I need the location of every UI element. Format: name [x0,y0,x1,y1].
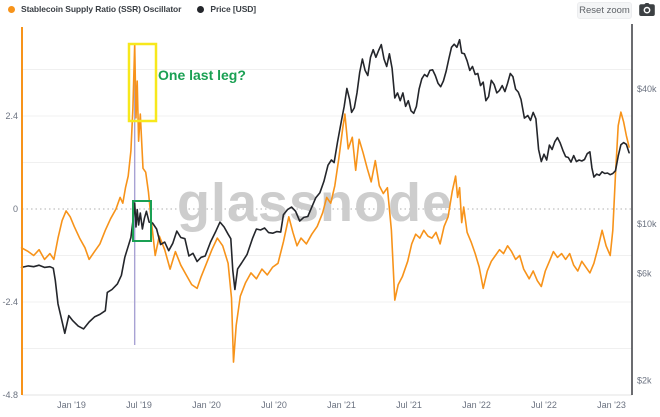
x-axis-tick: Jul '21 [396,400,422,410]
green-highlight-box [132,200,152,242]
x-axis-tick: Jan '22 [462,400,491,410]
legend-item-price[interactable]: Price [USD] [197,4,256,14]
x-axis-tick: Jan '20 [192,400,221,410]
legend-label-price: Price [USD] [210,4,257,14]
chart-legend: Stablecoin Supply Ratio (SSR) Oscillator… [8,4,256,14]
price-series-dot-icon [197,5,205,13]
x-axis-tick: Jul '19 [126,400,152,410]
y-axis-tick-left: -4.8 [2,390,18,400]
x-axis-tick: Jul '22 [531,400,557,410]
x-axis-tick: Jan '19 [57,400,86,410]
y-axis-tick-right: $40k [637,84,657,94]
y-axis-tick-left: 2.4 [5,111,18,121]
y-axis-tick-left: -2.4 [2,297,18,307]
camera-button[interactable] [638,2,655,16]
price-line [20,38,630,335]
gridlines [22,69,632,396]
y-axis-tick-right: $10k [637,219,657,229]
legend-item-ssr-oscillator[interactable]: Stablecoin Supply Ratio (SSR) Oscillator [8,4,181,14]
y-axis-tick-left: 0 [13,204,18,214]
x-axis-tick: Jan '21 [327,400,356,410]
annotation-one-last-leg: One last leg? [158,67,246,83]
y-axis-tick-right: $2k [637,376,652,386]
ssr-series-dot-icon [8,5,15,13]
ssr-oscillator-line [20,43,630,363]
camera-icon [638,2,655,16]
glassnode-watermark: glassnode [177,173,453,233]
x-axis-tick: Jan '23 [597,400,626,410]
yellow-highlight-box [127,42,158,123]
reset-zoom-button[interactable]: Reset zoom [577,2,632,19]
axis-tick-labels: 2.4 0 -2.4 -4.8 $40k $10k $6k $2k Jan '19 Jul '19… [2,84,657,410]
x-axis-tick: Jul '20 [261,400,287,410]
legend-label-ssr: Stablecoin Supply Ratio (SSR) Oscillator [21,4,182,14]
y-axis-tick-right: $6k [637,269,652,279]
